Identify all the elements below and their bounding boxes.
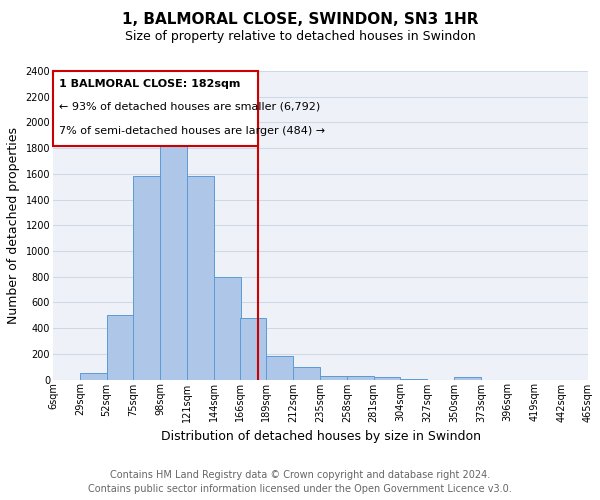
Bar (347, 376, 374, 380)
Bar (53, 71, 258, 146)
Bar (374, 377, 400, 380)
Bar (214, 276, 241, 380)
Y-axis label: Number of detached properties: Number of detached properties (7, 127, 20, 324)
Bar (80, 373, 107, 380)
Bar (187, 176, 214, 380)
Bar (320, 376, 347, 380)
Bar (239, 318, 266, 380)
Bar (266, 356, 293, 380)
Text: 1, BALMORAL CLOSE, SWINDON, SN3 1HR: 1, BALMORAL CLOSE, SWINDON, SN3 1HR (122, 12, 478, 28)
Bar (454, 377, 481, 380)
Text: Size of property relative to detached houses in Swindon: Size of property relative to detached ho… (125, 30, 475, 43)
Bar (107, 316, 133, 380)
X-axis label: Distribution of detached houses by size in Swindon: Distribution of detached houses by size … (161, 430, 481, 443)
Text: 7% of semi-detached houses are larger (484) →: 7% of semi-detached houses are larger (4… (59, 126, 325, 136)
Bar (160, 129, 187, 380)
Bar (133, 176, 160, 380)
Text: 1 BALMORAL CLOSE: 182sqm: 1 BALMORAL CLOSE: 182sqm (59, 80, 240, 90)
Text: Contains HM Land Registry data © Crown copyright and database right 2024.
Contai: Contains HM Land Registry data © Crown c… (88, 470, 512, 494)
Bar (400, 379, 427, 380)
Text: ← 93% of detached houses are smaller (6,792): ← 93% of detached houses are smaller (6,… (59, 102, 320, 112)
Bar (293, 366, 320, 380)
